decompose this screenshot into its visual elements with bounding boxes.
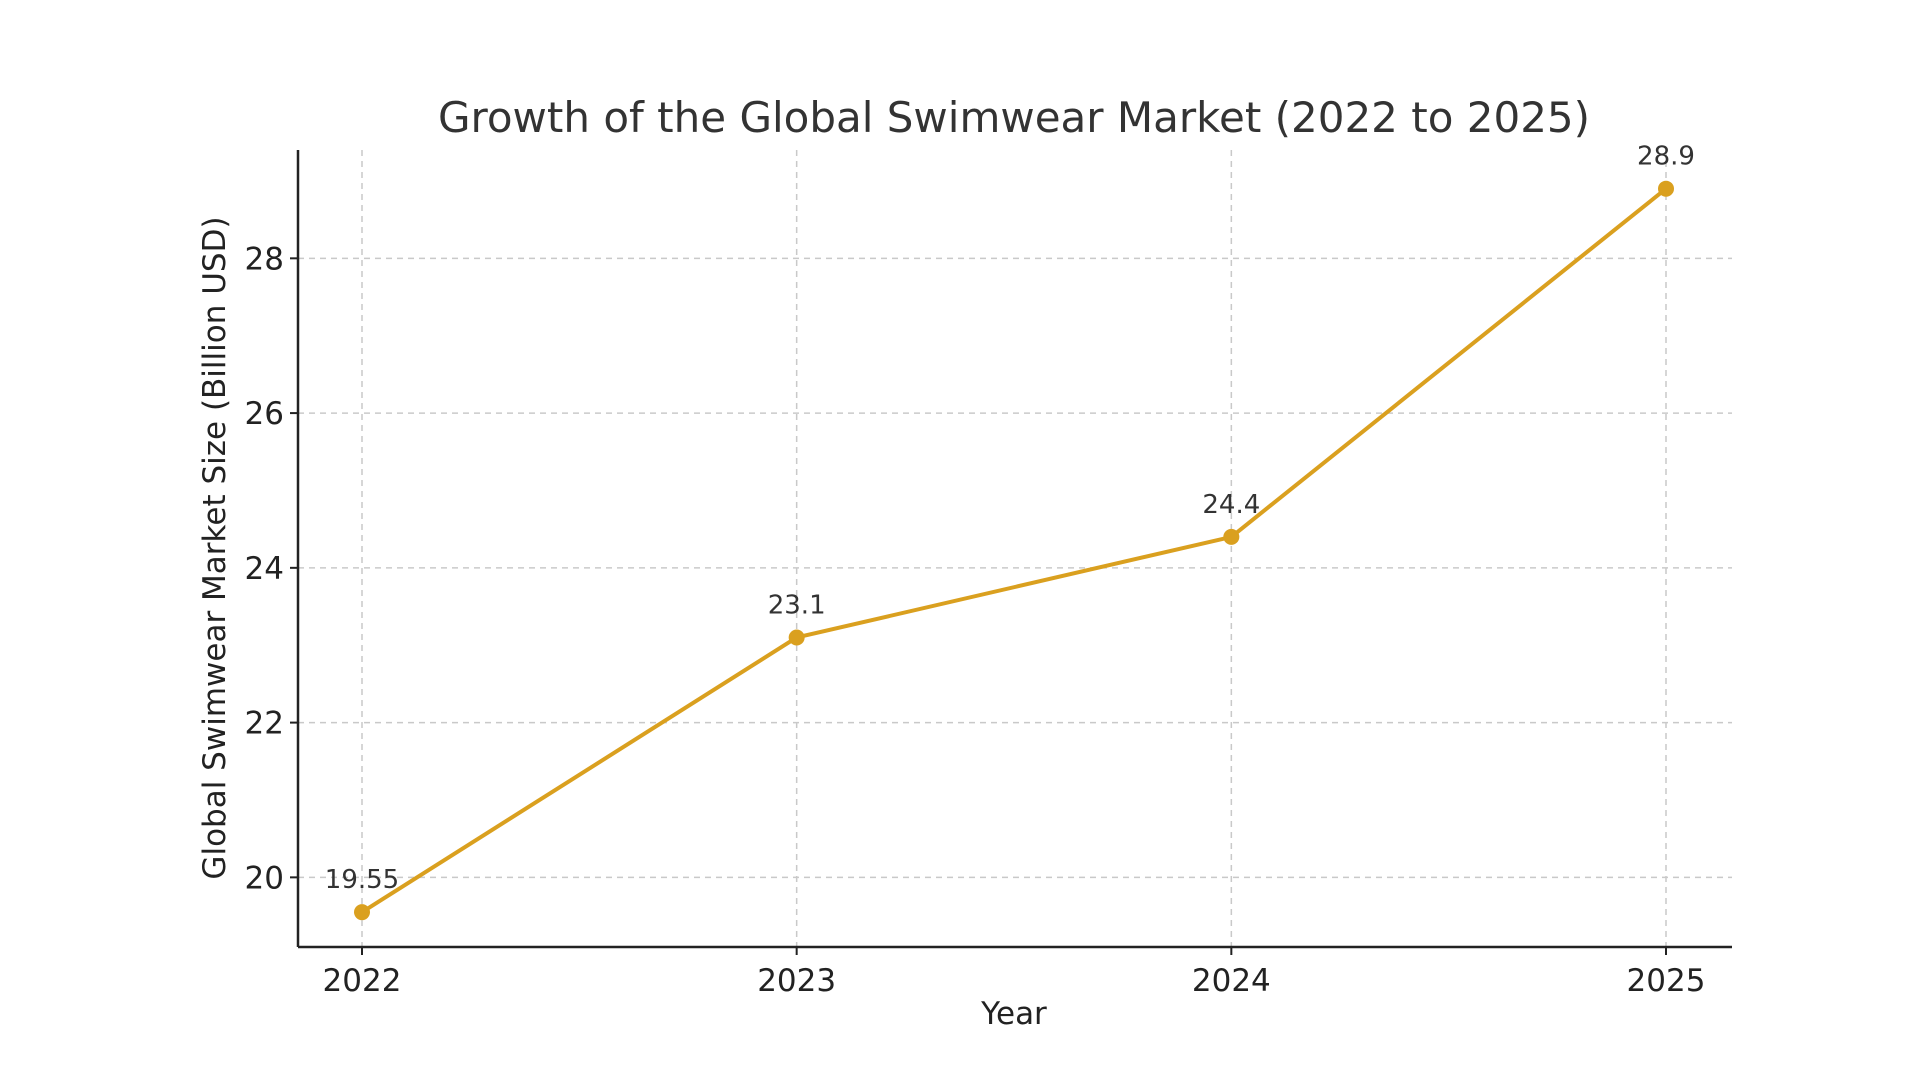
data-label-2023: 23.1 [768,590,826,620]
x-tick-label-2022: 2022 [323,963,402,999]
data-label-2022: 19.55 [325,865,399,895]
data-labels: 19.55 23.1 24.4 28.9 [325,142,1695,895]
data-point-2025 [1658,180,1674,197]
data-points [354,180,1674,921]
series-line [360,186,1668,915]
data-label-2024: 24.4 [1202,490,1260,520]
axes [290,150,1732,955]
y-tick-label-24: 24 [245,551,284,587]
y-tick-label-26: 26 [245,396,284,432]
y-tick-label-22: 22 [245,706,284,742]
chart-title: Growth of the Global Swimwear Market (20… [438,93,1590,142]
x-tick-label-2023: 2023 [757,963,836,999]
x-tick-label-2025: 2025 [1627,963,1706,999]
x-axis-label: Year [980,996,1047,1032]
y-tick-label-20: 20 [245,860,284,896]
series-line-0 [360,186,1668,915]
y-axis-label: Global Swimwear Market Size (Billion USD… [197,216,233,879]
data-point-2023 [788,629,805,646]
data-point-2022 [354,904,370,921]
x-tick-label-2024: 2024 [1192,963,1271,999]
data-point-2024 [1223,528,1240,545]
grid-lines [298,150,1732,947]
data-label-2025: 28.9 [1637,142,1695,172]
y-tick-label-28: 28 [245,241,284,277]
